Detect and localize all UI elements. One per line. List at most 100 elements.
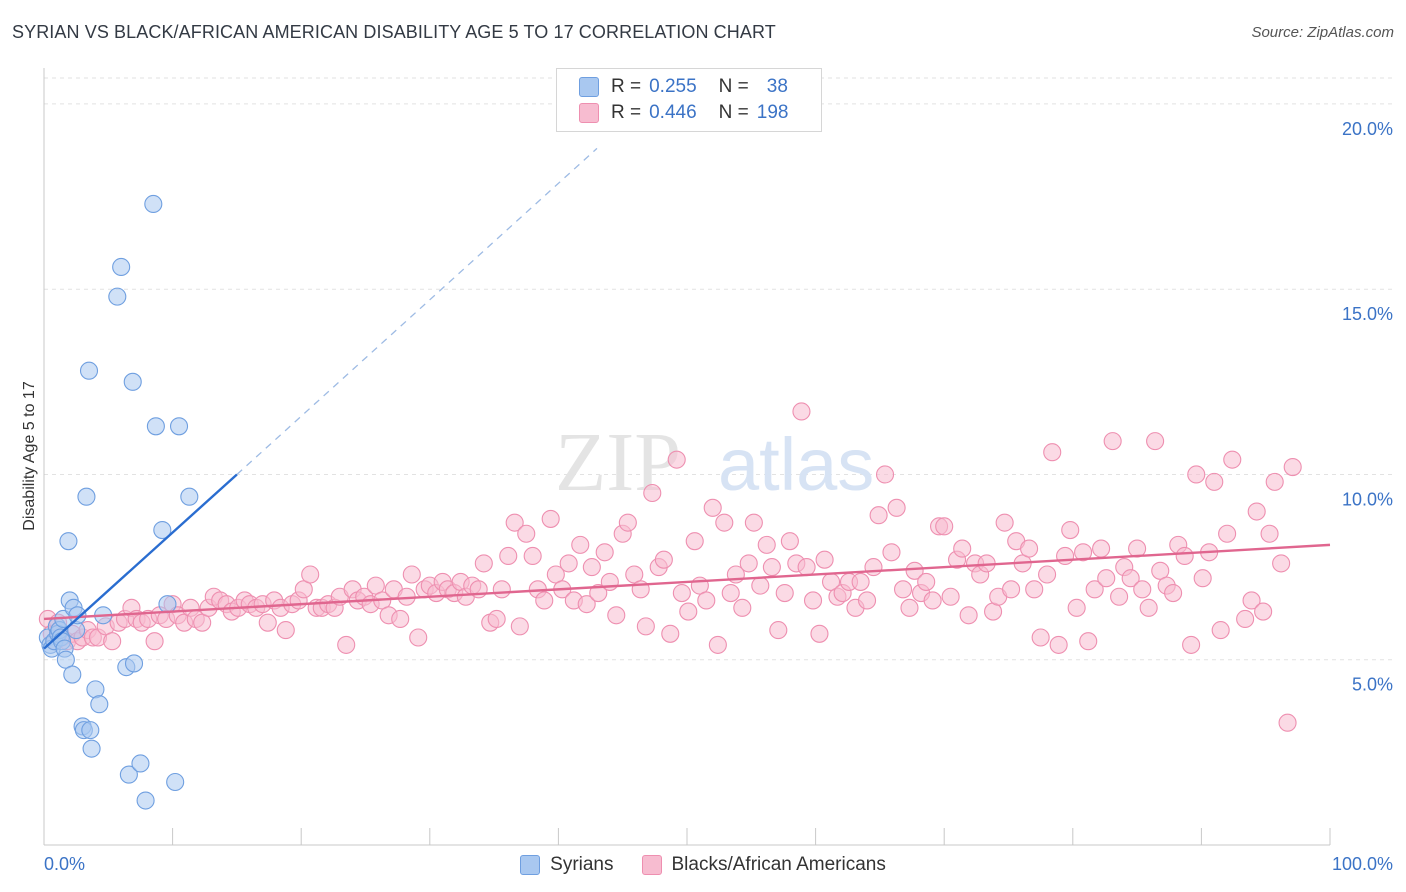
black-point <box>391 609 410 629</box>
y-tick-label: 20.0% <box>1342 119 1393 139</box>
syrian-point <box>146 417 165 436</box>
black-point <box>1025 580 1044 599</box>
syrian-point <box>86 680 105 699</box>
black-point <box>1254 602 1273 621</box>
black-point <box>1031 628 1050 647</box>
syrian-point <box>82 739 101 758</box>
black-point <box>1193 569 1212 588</box>
black-point <box>953 539 972 558</box>
x-tick-label-max: 100.0% <box>1332 854 1393 874</box>
black-point <box>1265 472 1284 491</box>
black-point <box>541 509 560 528</box>
black-point <box>887 498 906 517</box>
black-point <box>1223 450 1242 469</box>
black-point <box>893 580 913 599</box>
black-point <box>715 513 734 532</box>
syrian-point <box>81 721 100 740</box>
black-point <box>559 554 578 573</box>
black-point <box>721 583 740 603</box>
black-point <box>1205 472 1224 491</box>
black-point <box>402 565 421 584</box>
series-swatch-blacks <box>641 855 662 875</box>
black-point <box>1074 543 1093 562</box>
black-point <box>959 606 978 625</box>
black-point <box>1079 632 1098 651</box>
black-point <box>1002 580 1021 599</box>
legend-r-value: 0.255 <box>649 76 697 97</box>
black-point <box>792 402 811 421</box>
black-point <box>582 558 601 577</box>
legend-swatch-syrians <box>579 77 599 97</box>
syrian-point <box>124 654 144 673</box>
x-tick-label-min: 0.0% <box>44 854 85 874</box>
black-point <box>1236 609 1255 629</box>
legend-n-label: N = <box>718 102 749 123</box>
black-point <box>1038 565 1057 584</box>
black-point <box>1049 635 1068 654</box>
black-point <box>797 558 816 577</box>
black-point <box>571 535 590 554</box>
trend-layer <box>43 147 1331 650</box>
black-point <box>1092 539 1111 558</box>
black-point <box>744 513 763 532</box>
black-point <box>276 621 295 640</box>
black-point <box>1283 458 1302 477</box>
black-point <box>301 565 320 584</box>
legend-r-label: R = <box>611 76 642 97</box>
legend-swatch-blacks <box>579 103 599 123</box>
black-point <box>1085 580 1104 599</box>
black-point <box>654 550 673 569</box>
black-point <box>905 561 924 580</box>
black-point <box>762 558 781 577</box>
black-point <box>815 550 834 569</box>
black-point <box>803 591 823 610</box>
black-point <box>1218 524 1237 543</box>
y-axis-label: Disability Age 5 to 17 <box>21 381 38 531</box>
syrian-point <box>119 765 138 784</box>
trend-line-syrians <box>43 473 238 650</box>
black-point <box>869 506 888 525</box>
black-point <box>1067 598 1086 617</box>
black-point <box>1211 621 1230 640</box>
black-point <box>145 632 164 651</box>
black-point <box>672 583 691 603</box>
black-point <box>487 609 506 629</box>
black-point <box>1187 465 1206 484</box>
trend-line-blacks <box>43 543 1331 621</box>
black-point <box>775 583 794 603</box>
series-label-blacks: Blacks/African Americans <box>671 854 886 875</box>
legend-n-label: N = <box>718 76 749 97</box>
black-point <box>1278 713 1297 732</box>
black-point <box>577 595 596 614</box>
syrian-point <box>90 695 109 714</box>
syrian-point <box>158 595 177 614</box>
syrian-point <box>68 606 87 625</box>
black-point <box>589 583 608 603</box>
black-point <box>103 632 122 651</box>
black-point <box>857 591 877 610</box>
black-point <box>882 543 901 562</box>
legend-n-value: 38 <box>766 76 788 97</box>
series-legend-item-syrians[interactable]: Syrians <box>520 854 614 876</box>
syrian-point <box>63 665 82 684</box>
black-point <box>1097 569 1116 588</box>
black-point <box>703 498 722 517</box>
series-legend: Syrians Blacks/African Americans <box>0 852 1406 878</box>
black-point <box>875 465 895 484</box>
watermark-atlas: atlas <box>718 423 874 506</box>
watermark-zip: ZIP <box>555 416 681 509</box>
black-point <box>1146 432 1165 451</box>
trend-extension-syrians <box>236 147 598 475</box>
black-point <box>337 635 356 654</box>
black-point <box>679 602 698 621</box>
gridlines <box>44 77 1392 661</box>
syrian-point <box>136 791 155 810</box>
black-point <box>685 532 704 551</box>
syrian-point <box>144 194 163 214</box>
legend-row-blacks: R = 0.446 N = 198 <box>579 101 788 125</box>
black-point <box>1247 502 1266 521</box>
black-point <box>780 532 799 551</box>
black-point <box>258 613 277 632</box>
series-legend-item-blacks[interactable]: Blacks/African Americans <box>641 854 886 876</box>
